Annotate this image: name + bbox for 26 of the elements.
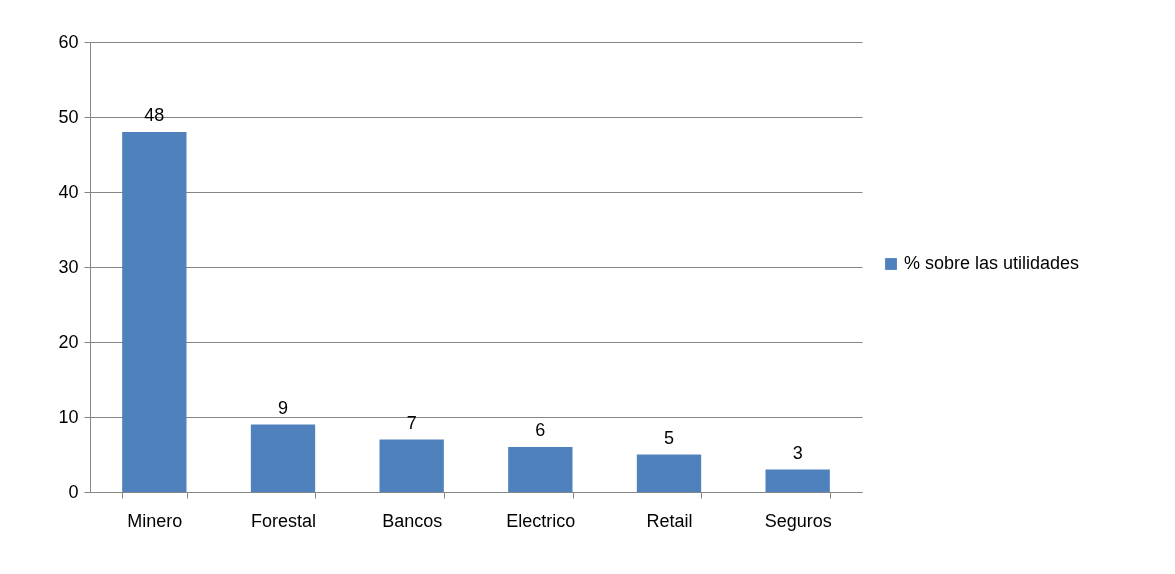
bar (122, 132, 187, 492)
y-tick-label: 60 (58, 31, 79, 52)
data-label: 9 (277, 397, 289, 418)
x-tick-label: Electrico (506, 510, 576, 531)
x-tick-label: Seguros (764, 510, 832, 531)
data-label: 3 (792, 442, 803, 463)
data-label: 5 (663, 427, 675, 448)
x-tick-label: Forestal (250, 510, 317, 531)
y-tick-label: 10 (58, 406, 79, 427)
data-label: 6 (535, 420, 546, 440)
x-tick-label: Minero (127, 510, 183, 531)
y-tick-label: 40 (58, 181, 79, 202)
bar (765, 469, 830, 492)
legend-label: % sobre las utilidades (904, 253, 1080, 273)
y-tick-label: 0 (68, 481, 79, 502)
x-tick-label: Bancos (382, 510, 443, 531)
y-tick-label: 30 (58, 256, 79, 277)
x-tick-label: Retail (646, 510, 693, 531)
bar (379, 439, 444, 492)
bar (250, 424, 316, 492)
bar (508, 447, 573, 492)
bar (636, 454, 702, 492)
y-tick-label: 20 (58, 331, 79, 352)
y-tick-label: 50 (58, 106, 79, 127)
data-label: 48 (144, 105, 165, 125)
data-label: 7 (406, 412, 417, 433)
